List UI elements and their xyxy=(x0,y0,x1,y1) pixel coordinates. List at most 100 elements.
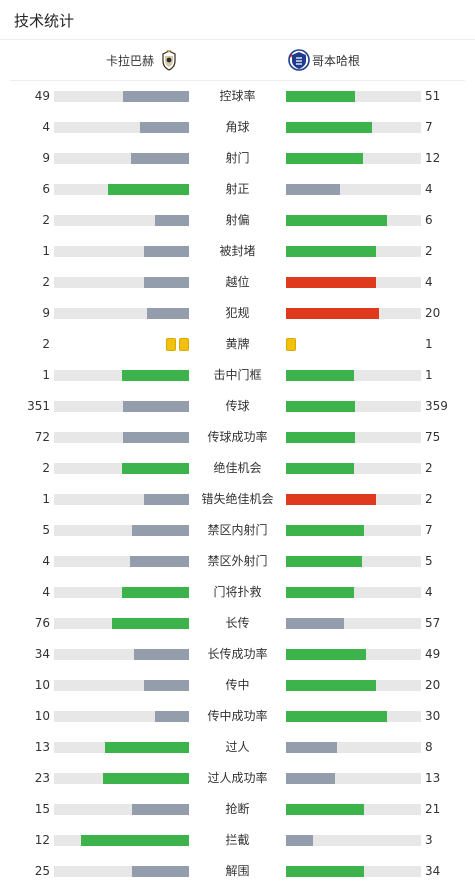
away-stat-bar xyxy=(286,308,421,319)
stat-label: 过人 xyxy=(225,740,250,754)
stat-row: 4 4 门将扑救 xyxy=(0,577,475,608)
away-stat-bar-fill xyxy=(286,587,354,598)
away-stat-bar-fill xyxy=(286,91,355,102)
stat-row: 2 6 射偏 xyxy=(0,205,475,236)
stat-label: 抢断 xyxy=(225,802,250,816)
stat-row: 49 51 控球率 xyxy=(0,81,475,112)
stat-label: 射偏 xyxy=(225,213,250,227)
away-stat-bar-fill xyxy=(286,866,365,877)
stat-label: 错失绝佳机会 xyxy=(201,492,274,506)
home-stat-bar-fill xyxy=(132,866,189,877)
yellow-card-icon xyxy=(286,338,296,351)
home-stat-bar xyxy=(54,463,189,474)
home-stat-bar-fill xyxy=(132,525,189,536)
away-stat-value: 4 xyxy=(425,585,433,599)
page-header: 技术统计 xyxy=(0,0,475,40)
home-stat-value: 2 xyxy=(42,337,50,351)
stat-row: 9 20 犯规 xyxy=(0,298,475,329)
away-stat-value: 2 xyxy=(425,461,433,475)
stat-row: 5 7 禁区内射门 xyxy=(0,515,475,546)
away-stat-value: 2 xyxy=(425,244,433,258)
away-stat-value: 359 xyxy=(425,399,448,413)
away-stat-value: 1 xyxy=(425,368,433,382)
stats-list: 49 51 控球率 4 7 角球 9 12 射门 6 4 射正 2 6 射偏 1 2 被封堵 2 4 越位 9 20 犯规 2 1… xyxy=(0,81,475,887)
away-stat-bar-fill xyxy=(286,246,377,257)
home-stat-bar xyxy=(54,587,189,598)
away-stat-bar-fill xyxy=(286,463,354,474)
home-stat-bar-fill xyxy=(155,215,189,226)
away-stat-bar-fill xyxy=(286,649,366,660)
stat-row: 6 4 射正 xyxy=(0,174,475,205)
yellow-card-icon xyxy=(179,338,189,351)
home-stat-value: 34 xyxy=(34,647,50,661)
away-stat-bar xyxy=(286,680,421,691)
away-stat-value: 21 xyxy=(425,802,441,816)
home-team[interactable]: 卡拉巴赫 xyxy=(106,40,178,80)
page-title: 技术统计 xyxy=(14,12,75,30)
stat-label: 解围 xyxy=(225,864,250,878)
stat-label: 被封堵 xyxy=(219,244,256,258)
home-stat-value: 4 xyxy=(42,585,50,599)
away-stat-value: 34 xyxy=(425,864,441,878)
home-stat-value: 5 xyxy=(42,523,50,537)
away-stat-bar-fill xyxy=(286,432,355,443)
away-stat-value: 12 xyxy=(425,151,441,165)
stat-label: 射正 xyxy=(225,182,250,196)
home-stat-value: 10 xyxy=(34,709,50,723)
stat-label: 长传成功率 xyxy=(207,647,268,661)
stat-label: 犯规 xyxy=(225,306,250,320)
stat-row: 25 34 解围 xyxy=(0,856,475,887)
away-stat-bar xyxy=(286,401,421,412)
stat-label: 禁区外射门 xyxy=(207,554,268,568)
home-stat-value: 6 xyxy=(42,182,50,196)
away-stat-bar xyxy=(286,184,421,195)
stat-label: 传球成功率 xyxy=(207,430,268,444)
stat-label: 禁区内射门 xyxy=(207,523,268,537)
home-stat-value: 12 xyxy=(34,833,50,847)
copenhagen-crest-icon xyxy=(288,49,310,71)
home-stat-bar xyxy=(54,649,189,660)
away-stat-value: 3 xyxy=(425,833,433,847)
home-stat-bar-fill xyxy=(144,680,189,691)
home-stat-bar xyxy=(54,711,189,722)
away-stat-value: 75 xyxy=(425,430,441,444)
home-stat-bar-fill xyxy=(144,277,189,288)
stat-row: 12 3 拦截 xyxy=(0,825,475,856)
away-stat-bar-fill xyxy=(286,153,363,164)
away-stat-value: 2 xyxy=(425,492,433,506)
stat-label: 长传 xyxy=(225,616,250,630)
home-stat-bar xyxy=(54,525,189,536)
away-stat-bar-fill xyxy=(286,742,338,753)
home-stat-value: 72 xyxy=(34,430,50,444)
away-stat-bar-fill xyxy=(286,804,365,815)
home-stat-bar-fill xyxy=(108,184,189,195)
away-yellow-cards xyxy=(286,338,296,351)
away-stat-bar-fill xyxy=(286,215,388,226)
home-stat-value: 9 xyxy=(42,151,50,165)
away-stat-bar-fill xyxy=(286,711,388,722)
away-stat-bar xyxy=(286,153,421,164)
home-stat-bar xyxy=(54,308,189,319)
home-stat-bar-fill xyxy=(130,153,189,164)
away-team[interactable]: 哥本哈根 xyxy=(288,40,360,80)
home-stat-value: 351 xyxy=(27,399,50,413)
stat-label: 控球率 xyxy=(219,89,256,103)
stat-row: 10 30 传中成功率 xyxy=(0,701,475,732)
away-stat-value: 8 xyxy=(425,740,433,754)
away-stat-value: 5 xyxy=(425,554,433,568)
home-stat-value: 76 xyxy=(34,616,50,630)
home-stat-bar xyxy=(54,432,189,443)
home-stat-bar xyxy=(54,804,189,815)
stat-row: 2 1 黄牌 xyxy=(0,329,475,360)
home-stat-bar xyxy=(54,773,189,784)
stat-row: 15 21 抢断 xyxy=(0,794,475,825)
away-stat-bar-fill xyxy=(286,370,354,381)
home-stat-bar-fill xyxy=(112,618,189,629)
away-stat-bar xyxy=(286,835,421,846)
home-stat-value: 10 xyxy=(34,678,50,692)
stat-label: 绝佳机会 xyxy=(213,461,262,475)
home-stat-bar xyxy=(54,866,189,877)
home-stat-bar xyxy=(54,215,189,226)
away-stat-value: 7 xyxy=(425,523,433,537)
home-stat-bar-fill xyxy=(121,370,189,381)
